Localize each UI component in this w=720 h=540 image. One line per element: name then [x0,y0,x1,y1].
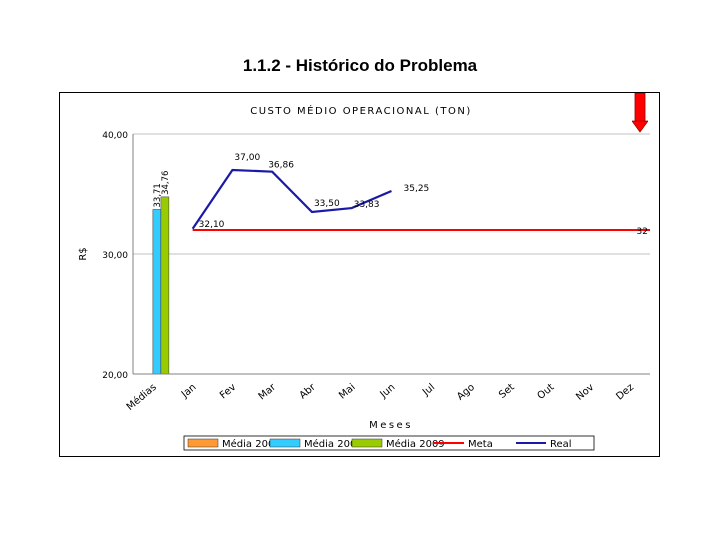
x-tick-label: Ago [455,382,477,403]
x-tick-label: Mar [257,381,279,402]
x-tick-label: Abr [298,381,319,401]
real-data-label: 37,00 [234,153,260,163]
x-axis-label: Meses [369,420,413,431]
x-tick-label: Nov [574,382,596,403]
real-data-label: 35,25 [404,184,430,194]
chart-title: CUSTO MÉDIO OPERACIONAL (TON) [250,104,472,117]
x-tick-label: Jul [420,382,437,399]
bar [152,209,162,375]
y-axis-label: R$ [78,247,89,260]
bar-data-label: 34,76 [161,171,171,195]
bar [160,196,170,375]
real-data-label: 36,86 [268,161,294,171]
legend-swatch [269,438,301,448]
x-tick-label: Médias [124,381,159,413]
x-tick-label: Mai [337,382,358,402]
down-arrow-icon [632,93,648,133]
real-data-label: 32,10 [199,220,225,230]
real-data-label: 33,50 [314,199,340,209]
x-tick-label: Set [497,382,517,401]
y-tick-label: 30,00 [102,251,128,261]
real-data-label: 33,83 [354,200,380,210]
legend-label: Média 2008 [304,438,363,450]
legend-swatch [187,438,219,448]
y-tick-label: 40,00 [102,131,128,141]
legend-label: Meta [468,439,493,450]
legend-label: Média 2009 [386,438,445,450]
bar-data-label: 33,71 [153,183,163,207]
slide-title: 1.1.2 - Histórico do Problema [242,56,478,75]
meta-data-label: 32 [637,227,648,237]
x-tick-label: Jun [378,382,398,401]
x-tick-label: Jan [179,382,199,401]
legend-label: Média 2007 [222,438,281,450]
x-tick-label: Dez [614,382,636,403]
x-tick-label: Fev [218,382,238,402]
x-tick-label: Out [536,382,557,402]
y-tick-label: 20,00 [102,371,128,381]
legend-label: Real [550,439,572,450]
legend-swatch [351,438,383,448]
series-line-real [191,168,392,230]
